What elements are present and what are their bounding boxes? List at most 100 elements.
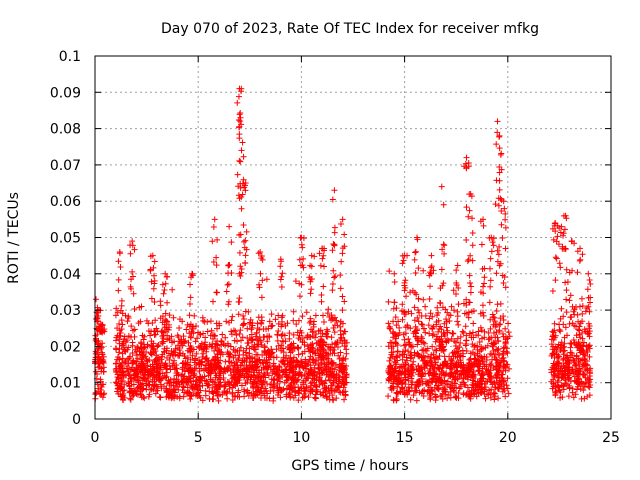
data-point — [238, 382, 245, 389]
data-point — [179, 387, 186, 394]
data-point — [453, 369, 460, 376]
data-point — [255, 250, 262, 257]
data-point — [140, 345, 147, 352]
data-point — [112, 345, 119, 352]
data-point — [427, 269, 434, 276]
data-point — [458, 383, 465, 390]
data-point — [311, 394, 318, 401]
data-point — [143, 362, 150, 369]
data-point — [211, 216, 218, 223]
data-point — [117, 383, 124, 390]
data-point — [290, 358, 297, 365]
data-point — [115, 276, 122, 283]
data-point — [235, 375, 242, 382]
data-point — [435, 356, 442, 363]
y-tick-label: 0.06 — [50, 194, 81, 210]
y-tick-label: 0.05 — [50, 231, 81, 247]
data-point — [147, 266, 154, 273]
data-point — [412, 270, 419, 277]
data-point — [191, 312, 198, 319]
data-point — [155, 371, 162, 378]
data-point — [402, 277, 409, 284]
data-point — [239, 191, 246, 198]
data-point — [308, 252, 315, 259]
data-point — [117, 332, 124, 339]
data-point — [424, 353, 431, 360]
data-point — [551, 320, 558, 327]
data-point — [145, 328, 152, 335]
data-point — [185, 388, 192, 395]
data-point — [317, 356, 324, 363]
data-point — [410, 358, 417, 365]
data-point — [330, 324, 337, 331]
data-point — [496, 362, 503, 369]
data-point — [236, 270, 243, 277]
data-point — [216, 346, 223, 353]
data-point — [292, 278, 299, 285]
data-point — [570, 394, 577, 401]
data-point — [405, 368, 412, 375]
data-point — [240, 176, 247, 183]
data-point — [95, 385, 102, 392]
data-point — [158, 328, 165, 335]
data-point — [404, 373, 411, 380]
data-point — [225, 281, 232, 288]
data-point — [203, 348, 210, 355]
data-point — [166, 312, 173, 319]
data-point — [569, 385, 576, 392]
data-point — [152, 359, 159, 366]
data-point — [499, 355, 506, 362]
data-point — [428, 264, 435, 271]
data-point — [264, 369, 271, 376]
data-point — [259, 390, 266, 397]
data-point — [264, 338, 271, 345]
data-point — [584, 286, 591, 293]
data-point — [201, 318, 208, 325]
data-point — [495, 251, 502, 258]
data-point — [274, 331, 281, 338]
data-point — [579, 310, 586, 317]
data-point — [502, 364, 509, 371]
data-point — [165, 394, 172, 401]
data-point — [173, 376, 180, 383]
data-point — [487, 277, 494, 284]
data-point — [301, 385, 308, 392]
data-point — [478, 385, 485, 392]
data-point — [557, 328, 564, 335]
data-point — [166, 324, 173, 331]
data-point — [311, 372, 318, 379]
data-point — [242, 380, 249, 387]
data-point — [469, 242, 476, 249]
data-point — [186, 312, 193, 319]
data-point — [250, 364, 257, 371]
data-point — [130, 381, 137, 388]
data-point — [299, 394, 306, 401]
data-point — [224, 395, 231, 402]
data-point — [261, 343, 268, 350]
data-point — [427, 354, 434, 361]
data-point — [573, 386, 580, 393]
data-point — [301, 339, 308, 346]
data-point — [257, 360, 264, 367]
data-point — [318, 291, 325, 298]
data-point — [488, 234, 495, 241]
data-point — [215, 374, 222, 381]
data-point — [213, 254, 220, 261]
data-point — [166, 386, 173, 393]
data-point — [457, 357, 464, 364]
data-point — [239, 370, 246, 377]
data-point — [480, 358, 487, 365]
data-point — [243, 365, 250, 372]
data-point — [237, 114, 244, 121]
data-point — [292, 384, 299, 391]
data-point — [280, 357, 287, 364]
data-point — [502, 224, 509, 231]
data-point — [164, 299, 171, 306]
data-point — [487, 325, 494, 332]
data-point — [256, 284, 263, 291]
data-point — [322, 349, 329, 356]
data-point — [550, 376, 557, 383]
data-point — [139, 332, 146, 339]
data-point — [328, 360, 335, 367]
data-point — [333, 317, 340, 324]
